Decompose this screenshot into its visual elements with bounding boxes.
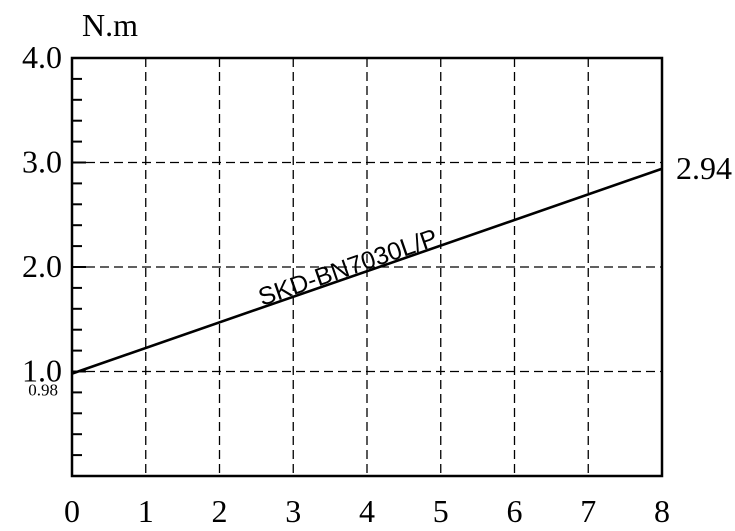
y-tick-label: 3.0 [22, 144, 62, 180]
y-tick-label: 4.0 [22, 39, 62, 75]
x-tick-label: 4 [359, 493, 375, 529]
series-layer [71, 167, 663, 375]
x-tick-label: 6 [507, 493, 523, 529]
x-tick-label: 2 [212, 493, 228, 529]
y-unit-label: N.m [82, 7, 138, 43]
y-minor-ticks [72, 77, 86, 457]
labels-layer: 0 1 2 3 4 5 6 7 8 1.0 2.0 3.0 4.0 [22, 39, 670, 529]
start-value-label: 0.98 [28, 381, 58, 400]
end-value-label: 2.94 [676, 150, 732, 186]
x-tick-label: 0 [64, 493, 80, 529]
series-line [71, 167, 663, 375]
plot-frame [70, 56, 664, 478]
x-tick-label: 7 [580, 493, 596, 529]
y-tick-label: 2.0 [22, 248, 62, 284]
y-tick-label: 1.0 [22, 353, 62, 389]
series-label: SKD-BN7030L/P [255, 224, 441, 312]
x-tick-label: 3 [285, 493, 301, 529]
x-tick-label: 8 [654, 493, 670, 529]
x-tick-label: 5 [433, 493, 449, 529]
grid [72, 58, 662, 476]
x-tick-label: 1 [138, 493, 154, 529]
